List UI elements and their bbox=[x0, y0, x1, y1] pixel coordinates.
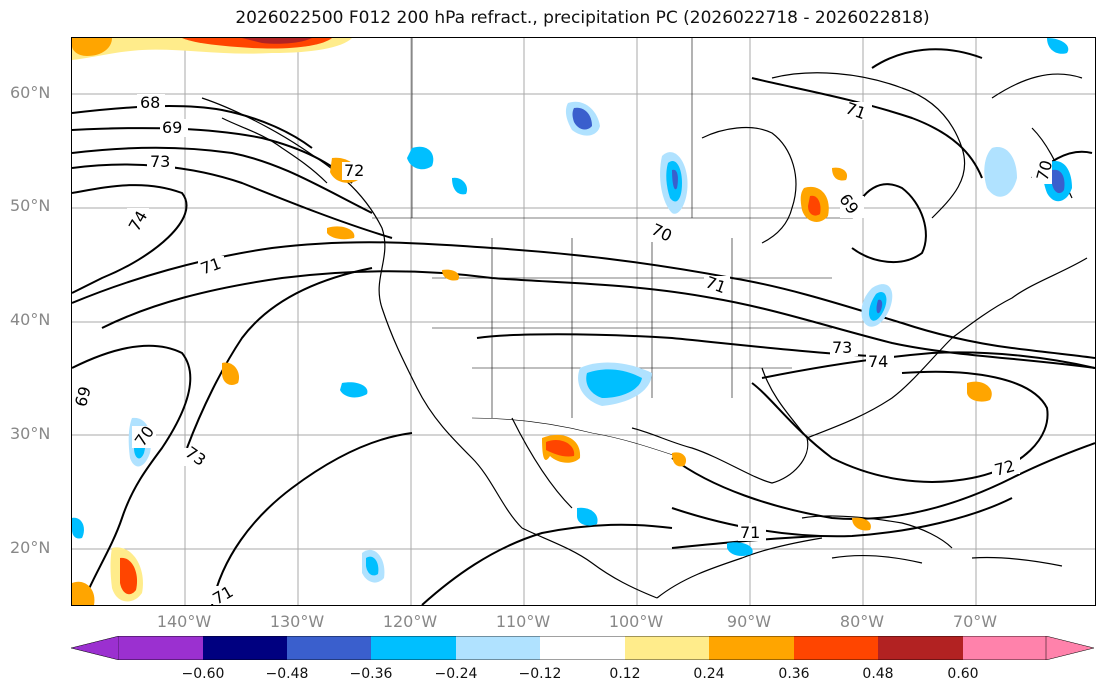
contour-label: 71 bbox=[740, 523, 760, 542]
colorbar-segment bbox=[456, 636, 540, 660]
lon-label-140w: 140°W bbox=[156, 612, 212, 631]
precip-blob bbox=[586, 369, 642, 398]
contour-label: 72 bbox=[992, 456, 1017, 480]
precip-blob bbox=[572, 107, 592, 130]
colorbar-segment bbox=[709, 636, 794, 660]
contour-label: 73 bbox=[832, 338, 852, 357]
precip-blob bbox=[366, 556, 379, 576]
map-title: 2026022500 F012 200 hPa refract., precip… bbox=[235, 8, 930, 28]
lat-label-20n: 20°N bbox=[10, 538, 51, 557]
borders bbox=[372, 38, 852, 459]
contour-label: 69 bbox=[162, 118, 182, 137]
colorbar-segment bbox=[540, 636, 625, 660]
lat-label-30n: 30°N bbox=[10, 424, 51, 443]
colorbar-tick-label: 0.60 bbox=[947, 666, 979, 682]
lon-label-70w: 70°W bbox=[952, 612, 998, 631]
colorbar-tick-label: −0.60 bbox=[181, 666, 225, 682]
colorbar-tick-label: −0.24 bbox=[434, 666, 478, 682]
lon-label-110w: 110°W bbox=[495, 612, 551, 631]
colorbar-tick-label: −0.36 bbox=[349, 666, 393, 682]
contour-label: 69 bbox=[72, 384, 95, 409]
lon-label-80w: 80°W bbox=[839, 612, 885, 631]
precip-blob bbox=[546, 439, 575, 457]
precip-blob bbox=[442, 269, 460, 281]
precip-blob bbox=[672, 452, 687, 467]
lon-label-90w: 90°W bbox=[726, 612, 772, 631]
contour-label: 68 bbox=[140, 93, 160, 112]
refractivity-contours bbox=[72, 48, 1095, 605]
map-frame: 68 69 73 74 71 72 69 70 73 71 70 71 73 7… bbox=[71, 37, 1096, 606]
colorbar-segment bbox=[625, 636, 709, 660]
precip-blob bbox=[672, 169, 678, 190]
colorbar-segment bbox=[287, 636, 371, 660]
contour-label: 71 bbox=[209, 582, 236, 605]
colorbar-tick-label: −0.12 bbox=[518, 666, 562, 682]
contour-label: 74 bbox=[868, 352, 888, 371]
precip-blob bbox=[72, 38, 112, 56]
colorbar-tick-label: 0.36 bbox=[778, 666, 810, 682]
colorbar-tick-label: 0.48 bbox=[862, 666, 894, 682]
colorbar-segment bbox=[371, 636, 456, 660]
precip-blob bbox=[876, 299, 883, 314]
contour-label-group: 68 69 73 74 71 72 69 70 73 71 70 71 73 7… bbox=[72, 93, 1056, 605]
precip-blob bbox=[984, 147, 1017, 197]
precip-blob bbox=[1052, 169, 1065, 194]
lat-label-50n: 50°N bbox=[10, 196, 51, 215]
precip-blob bbox=[832, 167, 848, 181]
precip-blob bbox=[72, 581, 95, 605]
lon-label-120w: 120°W bbox=[382, 612, 438, 631]
lat-label-60n: 60°N bbox=[10, 83, 51, 102]
precip-blob bbox=[1047, 38, 1069, 54]
precip-blob bbox=[327, 226, 355, 240]
precip-blob bbox=[852, 517, 871, 531]
colorbar-segment bbox=[203, 636, 287, 660]
precip-blob bbox=[577, 507, 598, 526]
precip-blob bbox=[452, 177, 468, 195]
contour-label: 73 bbox=[150, 152, 170, 171]
precip-blob bbox=[120, 557, 138, 595]
colorbar-tick-label: −0.48 bbox=[265, 666, 309, 682]
precip-blob bbox=[967, 381, 992, 402]
colorbar-segment bbox=[878, 636, 963, 660]
map-canvas: 68 69 73 74 71 72 69 70 73 71 70 71 73 7… bbox=[72, 38, 1095, 605]
colorbar-segment bbox=[963, 636, 1046, 660]
precip-blob bbox=[222, 362, 240, 385]
precip-positive-fills bbox=[72, 38, 992, 605]
contour-label: 72 bbox=[344, 161, 364, 180]
colorbar-tick-label: 0.12 bbox=[609, 666, 641, 682]
lon-label-130w: 130°W bbox=[269, 612, 325, 631]
precip-blob bbox=[242, 38, 312, 44]
precip-blob bbox=[340, 382, 368, 398]
precip-blob bbox=[72, 517, 84, 539]
precip-blob bbox=[407, 146, 434, 170]
contour-label: 70 bbox=[1033, 158, 1057, 183]
lat-label-40n: 40°N bbox=[10, 310, 51, 329]
lon-label-100w: 100°W bbox=[608, 612, 664, 631]
colorbar-segment bbox=[119, 636, 203, 660]
colorbar-segment bbox=[1045, 636, 1094, 660]
colorbar-segment bbox=[794, 636, 878, 660]
colorbar-tick-label: 0.24 bbox=[693, 666, 725, 682]
colorbar-segment bbox=[71, 636, 120, 660]
colorbar bbox=[71, 636, 1094, 660]
precip-blob bbox=[727, 542, 753, 556]
precip-blob bbox=[808, 195, 821, 216]
